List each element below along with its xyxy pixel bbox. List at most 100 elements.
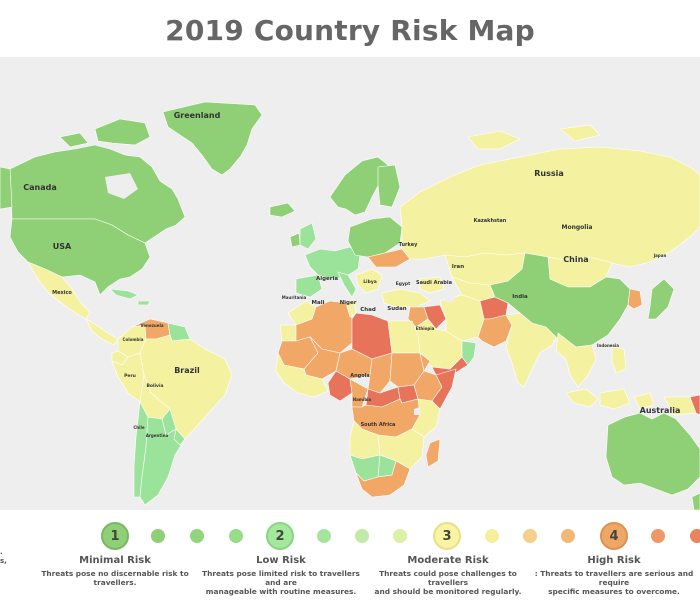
country-japan[interactable] (647, 278, 675, 320)
map-svg: Greenland Canada USA Russia Mongolia Kaz… (0, 57, 700, 510)
region-caribbean (109, 288, 151, 306)
hudson-bay (105, 173, 138, 199)
label-namibia: Namibia (353, 397, 372, 402)
legend-level-2-desc: Threats pose limited risk to travellers … (196, 569, 366, 596)
label-india: India (512, 294, 528, 300)
country-mexico[interactable] (27, 261, 91, 320)
label-kazakhstan: Kazakhstan (474, 218, 507, 224)
lake-victoria (414, 407, 420, 415)
legend-dot-2d (393, 529, 407, 543)
legend-dot-1d (229, 529, 243, 543)
label-saudi-arabia: Saudi Arabia (416, 280, 452, 286)
legend-level-4: High Risk : Threats to travellers are se… (529, 555, 699, 596)
legend-dot-4b (651, 529, 665, 543)
label-indonesia: Indonesia (597, 343, 619, 348)
region-west-africa-coast (275, 351, 329, 398)
label-russia: Russia (534, 169, 564, 178)
country-algeria[interactable] (295, 300, 353, 354)
label-canada: Canada (23, 183, 57, 192)
label-chad: Chad (360, 307, 376, 313)
region-central-america (85, 318, 119, 346)
legend-level-2-desc-line-2: manageable with routine measures. (205, 587, 357, 596)
legend-level-3: Moderate Risk Threats could pose challen… (363, 555, 533, 596)
page-title: 2019 Country Risk Map (165, 14, 535, 47)
label-brazil: Brazil (174, 366, 200, 375)
country-china[interactable] (489, 252, 631, 348)
legend-level-3-desc-line-2: and should be monitored regularly. (374, 587, 522, 596)
legend-level-2-marker: 2 (266, 522, 294, 550)
label-algeria: Algeria (316, 276, 338, 282)
legend-level-4-name: High Risk (587, 555, 641, 566)
legend-level-4-desc: : Threats to travellers are serious and … (529, 569, 699, 596)
country-usa-alaska (0, 166, 13, 210)
label-greenland: Greenland (174, 111, 221, 120)
legend-level-1-desc-line-1: Threats pose no discernable risk to trav… (41, 569, 189, 587)
label-australia: Australia (640, 406, 681, 415)
country-indonesia[interactable] (565, 388, 697, 416)
region-indochina (555, 332, 597, 388)
region-western-sahara (279, 324, 297, 342)
legend-level-1-name: Minimal Risk (79, 555, 151, 566)
country-madagascar (425, 438, 441, 468)
label-mongolia: Mongolia (562, 224, 593, 231)
label-china: China (563, 255, 588, 264)
legend-dot-3c (523, 529, 537, 543)
country-canada-islands (59, 118, 151, 148)
label-mali: Mali (312, 300, 325, 306)
country-russia[interactable] (399, 146, 700, 268)
country-australia[interactable] (605, 412, 700, 496)
legend-level-3-marker: 3 (433, 522, 461, 550)
region-scandinavia (329, 156, 389, 216)
legend-edge-text-2: s, (0, 557, 7, 565)
legend-level-3-desc-line-1: Threats could pose challenges to travell… (379, 569, 517, 587)
region-eastern-europe (347, 216, 403, 258)
legend-dot-3d (561, 529, 575, 543)
region-arctic-islands (467, 124, 601, 150)
legend-level-2-name: Low Risk (256, 555, 306, 566)
country-philippines (611, 346, 627, 374)
label-egypt: Egypt (396, 281, 411, 287)
legend-level-3-desc: Threats could pose challenges to travell… (363, 569, 533, 596)
country-iraq (423, 304, 447, 330)
legend-dot-3b (485, 529, 499, 543)
label-usa: USA (53, 242, 72, 251)
legend-level-4-marker: 4 (600, 522, 628, 550)
lake-caspian (444, 283, 454, 303)
legend-dot-1b (151, 529, 165, 543)
legend-level-1-marker: 1 (101, 522, 129, 550)
label-ethiopia: Ethiopia (416, 326, 435, 331)
country-greenland[interactable] (162, 101, 263, 176)
country-pakistan (477, 314, 513, 348)
country-egypt[interactable] (387, 320, 421, 354)
label-iran: Iran (452, 264, 464, 270)
world-risk-map[interactable]: Greenland Canada USA Russia Mongolia Kaz… (0, 57, 700, 510)
country-png-east (689, 394, 700, 416)
legend-level-4-desc-line-2: specific measures to overcome. (548, 587, 680, 596)
country-finland (377, 164, 401, 208)
legend-level-1: Minimal Risk Threats pose no discernable… (30, 555, 200, 587)
legend-level-4-number: 4 (609, 528, 619, 544)
label-sudan: Sudan (387, 306, 407, 312)
legend-level-2-number: 2 (275, 528, 285, 544)
label-south-africa: South Africa (361, 422, 396, 428)
country-eritrea (419, 352, 431, 372)
country-turkey[interactable] (381, 288, 431, 308)
label-mauritania: Mauritania (282, 295, 307, 300)
region-balkans (355, 268, 383, 294)
country-south-africa[interactable] (355, 460, 411, 498)
legend-dot-2b (317, 529, 331, 543)
legend-level-2-desc-line-1: Threats pose limited risk to travellers … (202, 569, 360, 587)
legend-level-2: Low Risk Threats pose limited risk to tr… (196, 555, 366, 596)
country-spain (295, 274, 323, 298)
legend-level-3-number: 3 (442, 528, 452, 544)
country-iceland (269, 202, 296, 218)
label-venezuela: Venezuela (140, 323, 163, 328)
label-argentina: Argentina (146, 433, 169, 438)
label-colombia: Colombia (123, 337, 144, 342)
label-bolivia: Bolivia (146, 383, 163, 389)
label-niger: Niger (340, 300, 357, 306)
legend-level-1-desc: Threats pose no discernable risk to trav… (30, 569, 200, 587)
country-oman (461, 340, 477, 366)
legend-level-1-number: 1 (110, 528, 120, 544)
legend-dot-1c (190, 529, 204, 543)
